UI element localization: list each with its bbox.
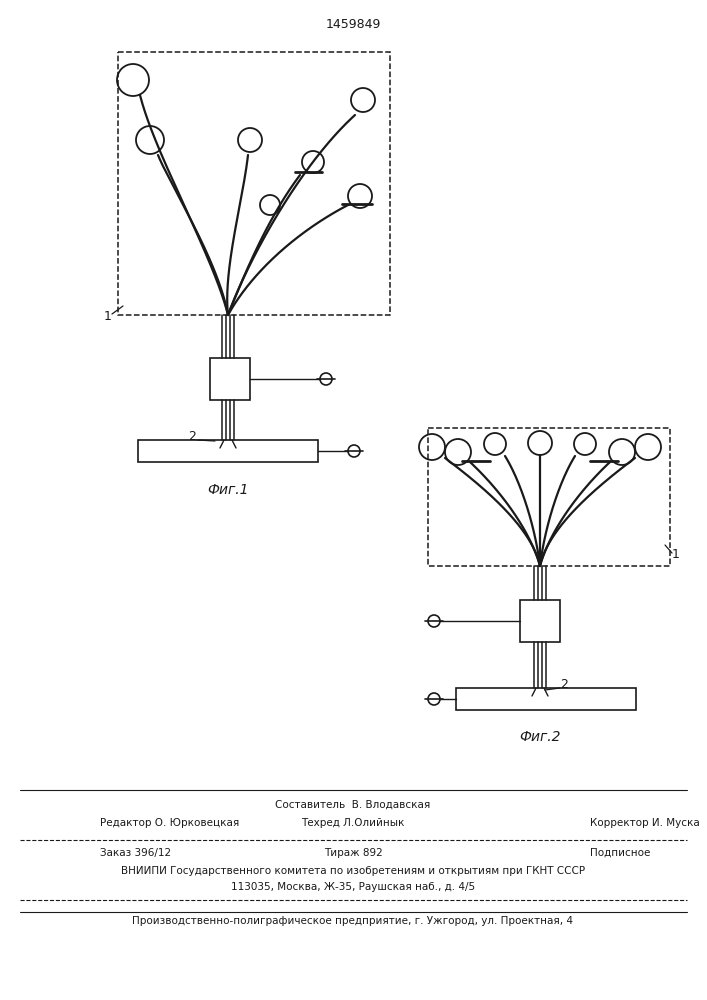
Bar [210, 358, 250, 400]
Text: 113035, Москва, Ж-35, Раушская наб., д. 4/5: 113035, Москва, Ж-35, Раушская наб., д. … [231, 882, 475, 892]
Text: Составитель  В. Влодавская: Составитель В. Влодавская [275, 800, 431, 810]
Text: Фиг.2: Фиг.2 [519, 730, 561, 744]
Text: 2: 2 [188, 430, 196, 444]
Text: 1459849: 1459849 [325, 18, 380, 31]
Text: Корректор И. Муска: Корректор И. Муска [590, 818, 700, 828]
Bar [456, 688, 636, 710]
Text: 2: 2 [560, 678, 568, 692]
Text: 1: 1 [104, 310, 112, 322]
Text: Фиг.1: Фиг.1 [207, 483, 249, 497]
Bar [118, 52, 390, 315]
Bar [428, 428, 670, 566]
Text: Производственно-полиграфическое предприятие, г. Ужгород, ул. Проектная, 4: Производственно-полиграфическое предприя… [132, 916, 573, 926]
Text: Техред Л.Олийнык: Техред Л.Олийнык [301, 818, 404, 828]
Text: Редактор О. Юрковецкая: Редактор О. Юрковецкая [100, 818, 239, 828]
Text: 1: 1 [672, 548, 680, 562]
Text: Заказ 396/12: Заказ 396/12 [100, 848, 171, 858]
Text: Подписное: Подписное [590, 848, 650, 858]
Text: ВНИИПИ Государственного комитета по изобретениям и открытиям при ГКНТ СССР: ВНИИПИ Государственного комитета по изоб… [121, 866, 585, 876]
Bar [138, 440, 318, 462]
Bar [520, 600, 560, 642]
Text: Тираж 892: Тираж 892 [324, 848, 382, 858]
